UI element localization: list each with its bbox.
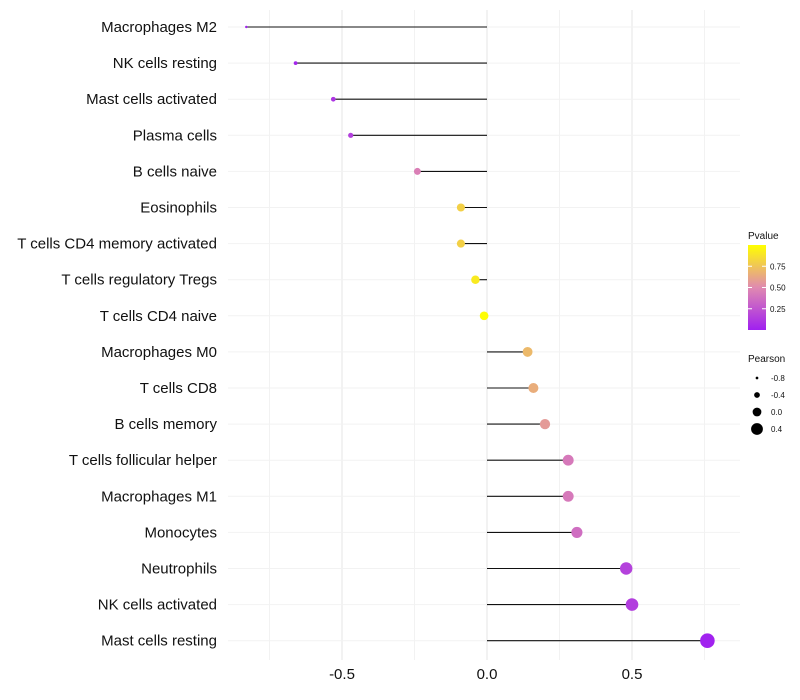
y-tick-label: Monocytes: [144, 524, 217, 541]
pearson-legend-dot: [752, 407, 762, 417]
lollipop-point: [293, 61, 298, 65]
pvalue-legend-ticks: 0.25 0.50 0.75: [748, 262, 786, 314]
lollipop-point: [619, 562, 633, 575]
pearson-legend-label: 0.0: [771, 408, 783, 417]
lollipop-point: [245, 25, 248, 29]
y-tick-label: B cells memory: [114, 416, 217, 433]
y-tick-label: NK cells activated: [98, 597, 217, 614]
lollipop-point: [413, 167, 421, 175]
pearson-legend-dot: [754, 392, 760, 398]
lollipop-point: [456, 239, 465, 248]
pvalue-tick-label: 0.50: [770, 284, 786, 293]
y-tick-label: Macrophages M1: [101, 488, 217, 505]
lollipop-point: [456, 203, 465, 212]
x-tick-label: 0.0: [477, 666, 498, 683]
pearson-legend: Pearson -0.8 -0.4 0.0 0.4: [748, 354, 785, 435]
y-tick-label: T cells regulatory Tregs: [61, 272, 217, 289]
pearson-legend-label: -0.8: [771, 374, 785, 383]
y-tick-label: Eosinophils: [140, 200, 217, 217]
y-tick-label: Neutrophils: [141, 561, 217, 578]
pearson-legend-dot: [751, 423, 763, 435]
grid: [228, 10, 740, 660]
y-tick-label: Macrophages M0: [101, 344, 217, 361]
lollipop-point: [528, 383, 539, 393]
points: [245, 25, 715, 648]
lollipop-point: [562, 454, 574, 466]
y-tick-label: Macrophages M2: [101, 19, 217, 36]
y-tick-label: Mast cells activated: [86, 91, 217, 108]
x-tick-label: 0.5: [622, 666, 643, 683]
y-tick-label: Mast cells resting: [101, 633, 217, 650]
y-tick-label: T cells CD8: [140, 380, 217, 397]
lollipop-point: [571, 526, 583, 538]
pvalue-tick-label: 0.25: [770, 305, 786, 314]
x-tick-label: -0.5: [329, 666, 355, 683]
y-tick-label: NK cells resting: [113, 55, 217, 72]
pvalue-tick-label: 0.75: [770, 262, 786, 271]
y-tick-label: T cells follicular helper: [69, 452, 217, 469]
lollipop-point: [700, 633, 715, 648]
pvalue-colorbar: [748, 245, 766, 330]
y-axis-labels: Macrophages M2 NK cells resting Mast cells…: [17, 19, 217, 650]
pvalue-legend-title: Pvalue: [748, 231, 779, 242]
x-axis-labels: -0.5 0.0 0.5: [329, 666, 642, 683]
stems: [246, 26, 708, 642]
y-tick-label: B cells naive: [133, 163, 217, 180]
lollipop-point: [479, 311, 489, 321]
lollipop-point: [471, 275, 480, 284]
lollipop-point: [562, 490, 574, 502]
pearson-legend-label: 0.4: [771, 425, 783, 434]
pearson-legend-label: -0.4: [771, 391, 785, 400]
lollipop-point: [330, 96, 336, 102]
lollipop-point: [625, 598, 639, 611]
y-tick-label: T cells CD4 memory activated: [17, 236, 217, 253]
lollipop-point: [348, 132, 354, 138]
lollipop-point: [522, 346, 533, 357]
pvalue-legend: Pvalue 0.25 0.50 0.75: [748, 231, 786, 330]
lollipop-point: [539, 418, 551, 430]
y-tick-label: T cells CD4 naive: [100, 308, 217, 325]
pearson-legend-dot: [755, 376, 759, 380]
pearson-legend-title: Pearson: [748, 354, 785, 365]
pearson-legend-items: -0.8 -0.4 0.0 0.4: [751, 374, 785, 435]
y-tick-label: Plasma cells: [133, 127, 217, 144]
